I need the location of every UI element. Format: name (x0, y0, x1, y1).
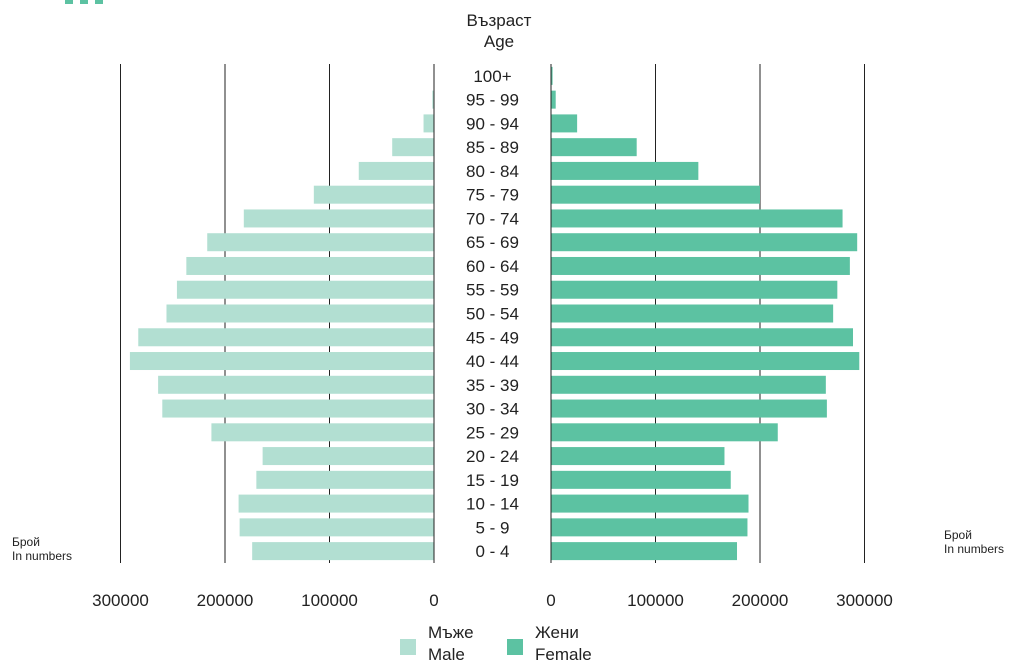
unit-label-left: Брой In numbers (12, 535, 72, 563)
legend-female-bg: Жени (535, 623, 579, 642)
bar-female (551, 161, 699, 180)
bar-male (158, 375, 434, 394)
age-group-label: 5 - 9 (475, 518, 509, 537)
bar-male (129, 352, 434, 371)
corner-accent-1 (65, 0, 73, 4)
legend-male-en: Male (428, 645, 465, 664)
bar-male (243, 209, 434, 228)
age-group-label: 90 - 94 (466, 114, 519, 133)
age-group-label: 20 - 24 (466, 447, 519, 466)
unit-left-en: In numbers (12, 549, 73, 563)
bar-female (551, 280, 838, 299)
bar-male (423, 114, 434, 133)
bar-female (551, 185, 760, 204)
age-group-label: 80 - 84 (466, 162, 519, 181)
bar-female (551, 494, 749, 513)
bar-female (551, 256, 850, 275)
age-title-bg: Възраст (466, 11, 532, 30)
bar-female (551, 209, 843, 228)
age-group-label: 30 - 34 (466, 400, 519, 419)
age-group-label: 40 - 44 (466, 352, 519, 371)
unit-right-bg: Брой (944, 528, 972, 542)
bar-female (551, 470, 731, 489)
bar-male (211, 423, 434, 442)
bar-female (551, 138, 637, 157)
bar-male (166, 304, 435, 323)
bar-male (432, 90, 434, 109)
bar-male (252, 542, 434, 561)
bar-male (207, 233, 434, 252)
bar-female (551, 518, 748, 537)
age-group-label: 25 - 29 (466, 423, 519, 442)
legend-swatch-male (400, 639, 416, 655)
bar-female (551, 447, 725, 466)
bar-male (138, 328, 434, 347)
corner-accent-2 (80, 0, 88, 4)
age-axis-title: Възраст Age (434, 10, 564, 52)
bar-female (551, 233, 858, 252)
legend-female-en: Female (535, 645, 592, 664)
unit-label-right: Брой In numbers (944, 528, 1004, 556)
bar-male (162, 399, 435, 418)
age-group-label: 75 - 79 (466, 186, 519, 205)
age-group-label: 35 - 39 (466, 376, 519, 395)
age-group-label: 100+ (473, 67, 511, 86)
legend-text-female: Жени Female (535, 622, 592, 666)
age-group-label: 60 - 64 (466, 257, 519, 276)
bar-female (551, 66, 553, 85)
legend-male-bg: Мъже (428, 623, 474, 642)
tick-label-right: 300000 (836, 591, 893, 610)
tick-label-left: 200000 (197, 591, 254, 610)
tick-label-left: 100000 (301, 591, 358, 610)
tick-label-right: 100000 (627, 591, 684, 610)
age-group-label: 50 - 54 (466, 305, 519, 324)
legend-text-male: Мъже Male (428, 622, 474, 666)
age-title-en: Age (483, 32, 515, 51)
bar-male (176, 280, 434, 299)
bar-male (262, 447, 434, 466)
bar-male (392, 138, 434, 157)
age-group-label: 0 - 4 (475, 542, 509, 561)
bar-female (551, 328, 854, 347)
bar-female (551, 399, 827, 418)
bar-female (551, 375, 826, 394)
bar-male (186, 256, 434, 275)
age-group-label: 95 - 99 (466, 91, 519, 110)
tick-label-left: 300000 (92, 591, 149, 610)
tick-label-right: 0 (546, 591, 555, 610)
bar-female (551, 352, 860, 371)
unit-right-en: In numbers (944, 542, 1005, 556)
tick-label-left: 0 (429, 591, 438, 610)
unit-left-bg: Брой (12, 535, 40, 549)
age-group-label: 15 - 19 (466, 471, 519, 490)
bar-female (551, 90, 556, 109)
bar-male (313, 185, 434, 204)
bar-female (551, 423, 778, 442)
age-group-label: 85 - 89 (466, 138, 519, 157)
age-group-label: 65 - 69 (466, 233, 519, 252)
bar-male (238, 494, 434, 513)
bar-female (551, 114, 578, 133)
legend-swatch-female (507, 639, 523, 655)
bar-male (358, 161, 434, 180)
corner-accent-3 (95, 0, 103, 4)
bar-male (256, 470, 434, 489)
bar-female (551, 304, 834, 323)
age-group-label: 10 - 14 (466, 495, 519, 514)
age-group-label: 45 - 49 (466, 328, 519, 347)
bar-male (239, 518, 434, 537)
tick-label-right: 200000 (732, 591, 789, 610)
bar-female (551, 542, 738, 561)
age-group-label: 55 - 59 (466, 281, 519, 300)
age-group-label: 70 - 74 (466, 209, 519, 228)
